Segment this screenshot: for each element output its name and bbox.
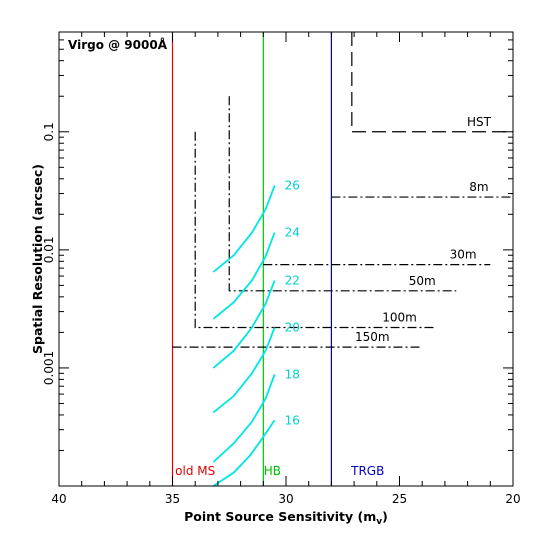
distance-curve-0 [212, 185, 276, 273]
distance-curve-4 [212, 374, 276, 463]
x-axis-title: Point Source Sensitivity (mv) [184, 509, 388, 527]
distance-curve-label-3: 20 [285, 320, 300, 334]
y-axis-title: Spatial Resolution (arcsec) [30, 164, 45, 354]
x-axis-title-main: Point Source Sensitivity (m [184, 509, 376, 524]
distance-curve-label-1: 24 [285, 226, 300, 240]
x-tick-label-0: 40 [51, 492, 66, 506]
x-tick-label-2: 30 [278, 492, 293, 506]
distance-curve-3 [212, 327, 276, 414]
vertical-lines-layer [171, 32, 332, 486]
telescope-limit-3 [228, 96, 457, 292]
distance-curve-label-5: 16 [285, 413, 300, 427]
x-axis-title-end: ) [382, 509, 388, 524]
y-tick-label-0: 0.001 [42, 351, 56, 385]
x-tick-label-3: 25 [392, 492, 407, 506]
y-tick-label-2: 0.1 [42, 122, 56, 141]
axis-ticks-layer: 40 35 30 25 20 0.001 0.01 0.1 [42, 32, 521, 506]
distance-curve-1 [212, 232, 276, 320]
limit-label-0: old MS [175, 464, 215, 478]
y-tick-label-1: 0.01 [42, 236, 56, 263]
distance-curve-5 [212, 419, 276, 487]
distance-curves-layer [212, 185, 276, 487]
limit-label-2: TRGB [350, 464, 384, 478]
x-axis-title-subscript: v [376, 517, 382, 527]
distance-curve-label-0: 26 [285, 179, 300, 193]
telescope-label-5: 150m [355, 330, 390, 344]
distance-curve-label-4: 18 [285, 367, 300, 381]
telescope-limits-layer [172, 32, 513, 348]
telescope-label-4: 100m [382, 310, 417, 324]
telescope-label-2: 30m [450, 248, 477, 262]
x-tick-label-4: 20 [505, 492, 520, 506]
telescope-label-3: 50m [409, 274, 436, 288]
limit-label-1: HB [264, 464, 281, 478]
telescope-limit-0 [351, 32, 513, 133]
distance-curve-2 [212, 280, 276, 369]
distance-curve-label-2: 22 [285, 274, 300, 288]
telescope-label-0: HST [467, 115, 492, 129]
line-labels-layer: old MS HB TRGB HST 8m 30m 50m 100m 150m 26 24 22 20 1… [175, 115, 491, 478]
telescope-label-1: 8m [469, 180, 488, 194]
chart-annotation: Virgo @ 9000Å [68, 37, 168, 52]
x-tick-label-1: 35 [165, 492, 180, 506]
telescope-limit-4 [194, 131, 434, 329]
